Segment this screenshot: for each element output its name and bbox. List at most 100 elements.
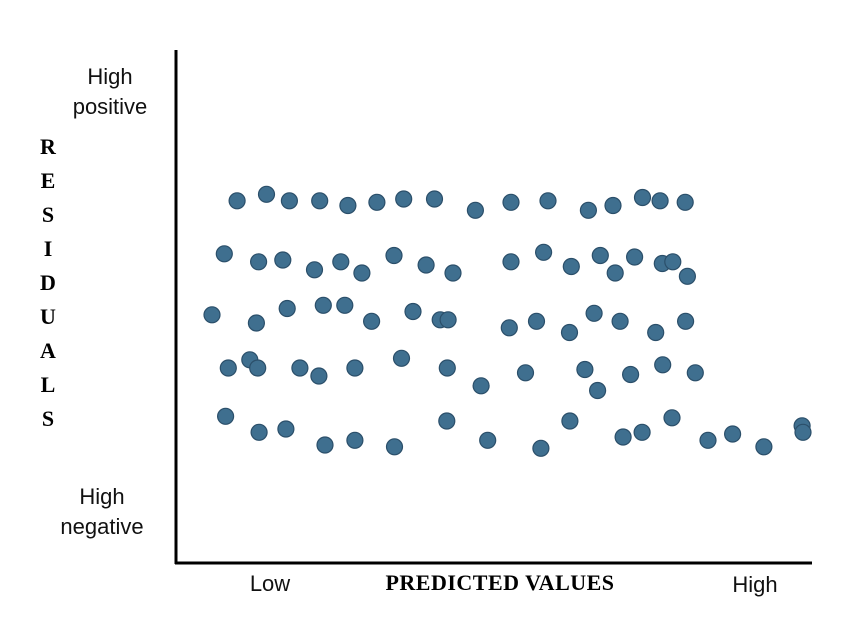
scatter-point: [385, 246, 403, 265]
scatter-point: [664, 253, 682, 271]
scatter-point: [516, 364, 535, 382]
scatter-point: [438, 412, 456, 430]
scatter-point: [249, 359, 267, 377]
scatter-point: [621, 365, 640, 384]
scatter-point: [310, 367, 328, 385]
scatter-point: [217, 407, 235, 425]
y-tick-high-positive-line2: positive: [72, 94, 148, 119]
scatter-point: [611, 312, 629, 330]
scatter-point: [385, 438, 404, 456]
scatter-point: [614, 428, 632, 446]
scatter-point: [625, 248, 644, 266]
scatter-point: [633, 423, 651, 441]
scatter-point: [332, 253, 350, 271]
scatter-point: [438, 359, 456, 377]
y-axis-title-letter: S: [41, 406, 55, 431]
x-axis-title: PREDICTED VALUES: [385, 570, 615, 595]
scatter-point: [339, 196, 357, 215]
scatter-point: [363, 312, 381, 330]
scatter-point: [404, 302, 422, 321]
scatter-point: [539, 192, 557, 210]
scatter-point: [527, 312, 546, 330]
y-tick-high-positive: High positive: [50, 62, 170, 122]
scatter-point: [425, 190, 444, 208]
scatter-point: [604, 196, 622, 215]
y-tick-high-negative-line1: High: [79, 484, 125, 509]
scatter-point: [439, 311, 457, 329]
scatter-point: [466, 201, 484, 219]
y-axis-title-letter: R: [40, 134, 56, 159]
scatter-point: [336, 296, 354, 314]
scatter-point: [278, 299, 296, 318]
scatter-point: [562, 257, 580, 276]
scatter-point: [500, 319, 518, 337]
scatter-point: [280, 192, 298, 210]
scatter-point: [215, 245, 233, 263]
scatter-point: [532, 439, 550, 457]
scatter-point: [277, 420, 295, 438]
scatter-point: [686, 364, 704, 382]
y-tick-high-negative: High negative: [42, 482, 162, 542]
y-axis-title-letter: E: [40, 168, 56, 193]
scatter-point: [311, 192, 329, 210]
y-tick-high-positive-line1: High: [87, 64, 133, 89]
scatter-point: [305, 261, 324, 279]
scatter-point: [663, 409, 681, 427]
scatter-point: [755, 438, 773, 456]
scatter-point: [560, 323, 579, 342]
y-axis-title-letter: D: [40, 270, 56, 295]
scatter-point: [502, 253, 520, 271]
scatter-point: [444, 264, 462, 282]
scatter-point: [203, 306, 221, 324]
scatter-point: [346, 431, 364, 449]
scatter-point: [346, 359, 364, 377]
scatter-point: [794, 423, 812, 441]
scatter-point: [368, 193, 386, 211]
scatter-points: [203, 185, 812, 457]
scatter-point: [250, 253, 268, 271]
scatter-point: [257, 185, 276, 203]
scatter-point: [676, 193, 694, 211]
y-axis-title-letter: A: [40, 338, 56, 363]
scatter-point: [561, 412, 579, 430]
scatter-point: [654, 356, 672, 374]
y-axis-title-letter: I: [43, 236, 53, 261]
scatter-point: [247, 314, 265, 332]
scatter-point: [678, 267, 697, 285]
scatter-point: [585, 304, 603, 322]
y-axis-title-letter: S: [41, 202, 55, 227]
y-axis-title-letter: L: [40, 372, 56, 397]
scatter-point: [723, 425, 742, 443]
scatter-point: [676, 312, 695, 330]
scatter-point: [502, 193, 520, 211]
scatter-point: [588, 381, 607, 400]
scatter-point: [633, 188, 652, 207]
scatter-point: [647, 323, 665, 342]
scatter-point: [314, 296, 332, 314]
scatter-point: [417, 256, 435, 274]
scatter-point: [219, 359, 237, 377]
scatter-point: [353, 264, 371, 282]
scatter-point: [274, 251, 292, 269]
scatter-point: [606, 264, 624, 282]
scatter-point: [699, 431, 717, 449]
scatter-point: [291, 359, 309, 377]
scatter-point: [579, 201, 598, 219]
scatter-point: [250, 423, 268, 441]
scatter-point: [472, 377, 490, 395]
x-tick-high: High: [732, 572, 778, 597]
scatter-point: [651, 192, 669, 210]
scatter-point: [228, 192, 246, 210]
scatter-point: [576, 360, 594, 379]
scatter-point: [316, 436, 334, 454]
scatter-point: [392, 349, 411, 367]
scatter-point: [534, 243, 553, 261]
scatter-point: [479, 431, 497, 449]
y-tick-high-negative-line2: negative: [60, 514, 144, 539]
scatter-point: [395, 190, 413, 208]
x-tick-low: Low: [249, 571, 291, 596]
scatter-point: [591, 246, 609, 265]
y-axis-title-letter: U: [40, 304, 56, 329]
